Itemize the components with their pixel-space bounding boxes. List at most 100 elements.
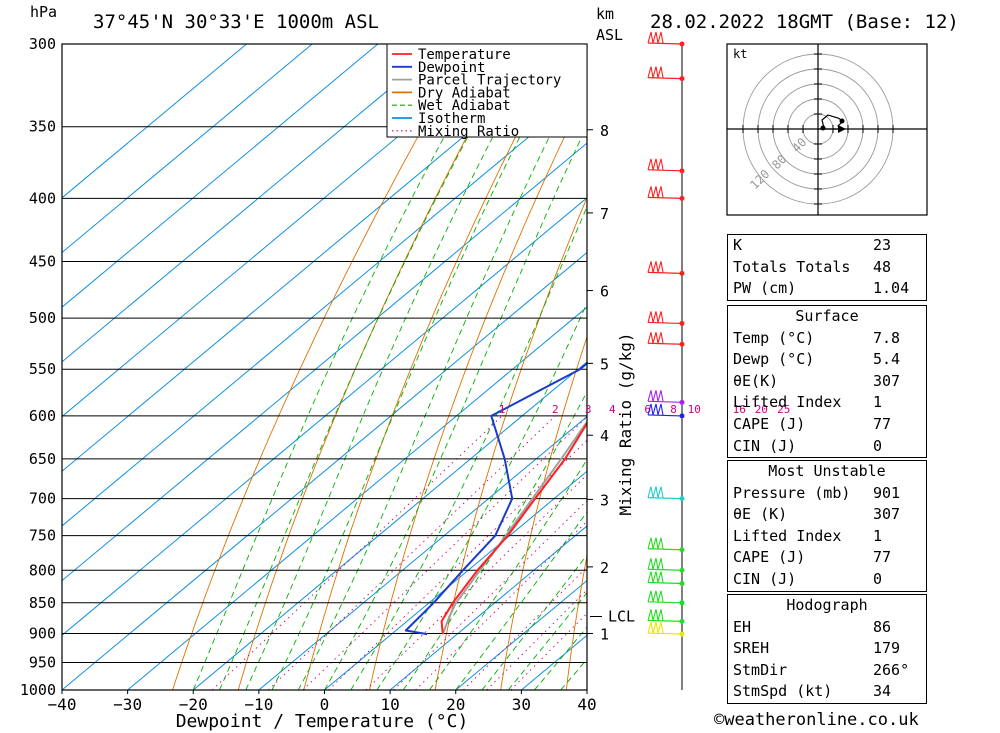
mu-cape-value: 77 bbox=[873, 548, 892, 567]
wet-adiabat-line bbox=[376, 301, 587, 690]
wind-barb-flag bbox=[652, 590, 659, 602]
wind-barb-dot bbox=[679, 76, 685, 82]
pressure-tick-label: 450 bbox=[29, 253, 56, 271]
isotherm-line bbox=[62, 251, 587, 690]
temperature-tick-label: −10 bbox=[244, 695, 273, 714]
pressure-tick-label: 1000 bbox=[20, 681, 56, 699]
wind-barb-shaft bbox=[647, 342, 683, 345]
pw-value: 1.04 bbox=[873, 279, 910, 298]
mixing-ratio-label: 2 bbox=[552, 403, 559, 416]
wet-adiabat-line bbox=[429, 458, 587, 690]
temperature-tick-label: 10 bbox=[380, 695, 399, 714]
wind-barb-shaft bbox=[647, 321, 683, 325]
isotherm-line bbox=[192, 361, 587, 690]
dry-adiabat-line bbox=[369, 88, 587, 690]
temperature-tick-label: 20 bbox=[446, 695, 465, 714]
wind-barb-dot bbox=[679, 413, 685, 419]
pressure-axis: 300 350 400 450 500 550 600 650 700 750 800 850 900 9… bbox=[20, 35, 56, 699]
wet-adiabat-line bbox=[507, 591, 587, 690]
hodograph-point bbox=[820, 125, 826, 131]
isotherm-line bbox=[455, 579, 587, 690]
temperature-tick-label: 0 bbox=[320, 695, 330, 714]
isotherm-line bbox=[258, 415, 587, 690]
isotherm-line bbox=[62, 44, 313, 254]
wind-barb-flag bbox=[647, 31, 654, 44]
wind-barb-shaft bbox=[647, 196, 683, 199]
wind-barb-shaft bbox=[647, 581, 683, 585]
pressure-unit-label: hPa bbox=[30, 3, 57, 21]
mu-cin-value: 0 bbox=[873, 569, 883, 588]
wind-barb-flag bbox=[652, 571, 659, 583]
stmspd-label: StmSpd (kt) bbox=[733, 682, 833, 701]
series-parcel-trajectory-line bbox=[441, 420, 587, 635]
wind-barb-shaft bbox=[647, 271, 683, 274]
wind-barb-flag bbox=[652, 261, 659, 273]
indices-table: K 23 Totals Totals 48 PW (cm) 1.04 bbox=[727, 234, 927, 301]
sreh-label: SREH bbox=[733, 639, 770, 658]
wind-barb-dot bbox=[679, 41, 685, 47]
wind-barb-flag bbox=[657, 571, 664, 583]
wind-barb-flag bbox=[657, 158, 664, 170]
wind-barb-flag bbox=[652, 486, 659, 498]
isotherm-line bbox=[127, 306, 587, 690]
dry-adiabat-line bbox=[954, 44, 1000, 690]
wind-barb-flag bbox=[647, 158, 654, 170]
isotherm-line bbox=[62, 142, 587, 582]
mu-theta-value: 307 bbox=[873, 505, 901, 524]
wind-barb-shaft bbox=[647, 548, 683, 551]
plot-series bbox=[404, 361, 587, 636]
surface-cape-value: 77 bbox=[873, 414, 892, 433]
wind-barb-flag bbox=[657, 66, 664, 78]
wind-barb-flag bbox=[647, 403, 654, 416]
surface-cin-label: CIN (J) bbox=[733, 436, 797, 455]
wind-barb-dot bbox=[679, 547, 685, 553]
wind-barb-shaft bbox=[647, 77, 683, 80]
hodograph-table: Hodograph EH 86 SREH 179 StmDir 266° StmSpd… bbox=[727, 594, 927, 704]
wind-barb-dot bbox=[679, 496, 685, 502]
wind-barb-flag bbox=[647, 186, 654, 198]
surface-cin-value: 0 bbox=[873, 436, 883, 455]
km-unit-label: km bbox=[596, 5, 614, 23]
legend-entry: Dry Adiabat bbox=[418, 85, 511, 101]
wind-barb-flag bbox=[652, 311, 659, 323]
hodograph-point bbox=[839, 118, 845, 124]
wind-barb-flag bbox=[652, 31, 659, 44]
totals-totals-value: 48 bbox=[873, 257, 892, 276]
credit-link[interactable]: ©weatheronline.co.uk bbox=[714, 710, 919, 730]
surface-li-value: 1 bbox=[873, 393, 883, 412]
hodograph-unit: kt bbox=[733, 47, 747, 61]
wind-barb-flag bbox=[647, 66, 654, 78]
wind-barb-flag bbox=[652, 390, 659, 402]
wind-barb-dot bbox=[679, 618, 685, 624]
temperature-tick-label: −40 bbox=[48, 695, 77, 714]
surface-title: Surface bbox=[795, 307, 859, 325]
wind-barb-flag bbox=[652, 537, 659, 549]
km-tick-label: 5 bbox=[600, 355, 609, 373]
wind-barb-flag bbox=[657, 621, 664, 634]
mixing-ratio-label: 10 bbox=[688, 403, 701, 416]
wind-barb-dot bbox=[679, 399, 685, 405]
storm-motion-arrowhead bbox=[838, 125, 846, 133]
pressure-tick-label: 750 bbox=[29, 527, 56, 545]
legend-entry: Wet Adiabat bbox=[418, 98, 511, 114]
wind-barb-flag bbox=[647, 558, 654, 570]
mu-li-value: 1 bbox=[873, 526, 883, 545]
temperature-tick-label: −30 bbox=[113, 695, 142, 714]
pressure-tick-label: 350 bbox=[29, 118, 56, 136]
km-tick-label: 6 bbox=[600, 283, 609, 301]
stmdir-label: StmDir bbox=[733, 660, 788, 679]
wind-barb-dot bbox=[679, 341, 685, 347]
wind-barb-shaft bbox=[647, 619, 683, 623]
mixing-ratio-axis-label: Mixing Ratio (g/kg) bbox=[616, 332, 635, 515]
wind-barb-shaft bbox=[647, 414, 683, 417]
wet-adiabat-line bbox=[402, 391, 587, 690]
mixing-ratio-line bbox=[365, 474, 587, 690]
wind-barb-dot bbox=[679, 600, 685, 606]
series-dewpoint-line bbox=[404, 361, 587, 636]
wind-barb-flag bbox=[657, 311, 664, 323]
series-temperature-line bbox=[440, 421, 587, 635]
pressure-tick-label: 700 bbox=[29, 490, 56, 508]
wind-barb-dot bbox=[679, 631, 685, 637]
temperature-tick-label: 30 bbox=[512, 695, 531, 714]
wet-adiabat-line bbox=[455, 511, 587, 690]
